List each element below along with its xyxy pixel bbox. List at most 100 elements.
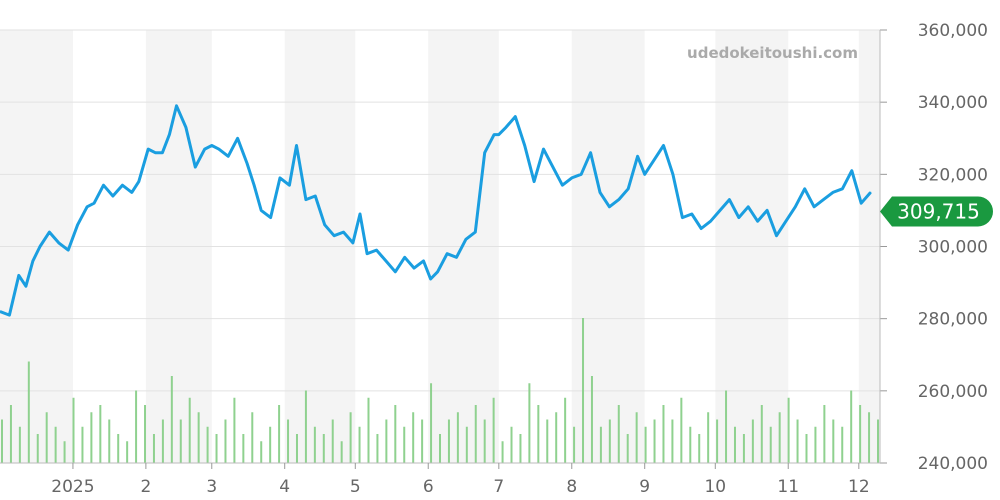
price-point (279, 177, 281, 179)
volume-bar (304, 390, 307, 463)
volume-bar (170, 376, 173, 463)
price-point (803, 187, 806, 190)
price-point (747, 206, 750, 208)
price-point (8, 314, 11, 316)
volume-bar (707, 412, 710, 463)
x-tick-label: 5 (350, 477, 361, 497)
price-point (599, 191, 601, 194)
price-point (422, 260, 425, 262)
price-point (690, 213, 693, 215)
volume-bar (474, 405, 477, 463)
price-point (813, 206, 815, 208)
volume-bar (322, 434, 325, 463)
price-point (719, 209, 721, 212)
volume-bar (510, 426, 513, 463)
volume-bar (644, 426, 647, 463)
volume-bar (626, 434, 629, 463)
volume-bar (215, 434, 218, 463)
price-point (295, 144, 298, 147)
volume-bar (787, 397, 790, 463)
x-tick-label: 8 (566, 477, 577, 497)
price-point (841, 187, 844, 190)
volume-bar (135, 390, 138, 463)
price-point (589, 151, 592, 154)
price-point (794, 206, 797, 208)
price-point (314, 195, 317, 197)
y-tick-label: 300,000 (918, 238, 988, 258)
volume-bar (242, 434, 245, 463)
price-point (465, 238, 467, 241)
volume-bar (689, 426, 692, 463)
volume-bar (590, 376, 593, 463)
price-point (542, 148, 545, 150)
volume-bar (680, 397, 683, 463)
price-point (161, 151, 164, 154)
volume-bar (564, 397, 567, 463)
volume-bar (108, 419, 111, 463)
price-point (342, 231, 345, 233)
price-point (67, 249, 70, 251)
price-point (514, 115, 517, 118)
volume-bar (188, 397, 191, 463)
price-point (227, 155, 230, 158)
price-point (403, 256, 406, 259)
volume-bar (582, 318, 585, 463)
volume-bar (394, 405, 397, 463)
volume-bar (385, 419, 388, 463)
price-point (168, 133, 171, 136)
price-point (860, 202, 862, 204)
price-point (474, 231, 477, 233)
price-point (498, 133, 500, 136)
price-point (385, 260, 387, 262)
y-tick-label: 360,000 (918, 21, 988, 41)
last-value-badge-shape (880, 196, 994, 227)
price-point (154, 151, 157, 154)
y-tick-label: 320,000 (918, 165, 988, 185)
volume-bar (206, 426, 209, 463)
price-point (608, 206, 611, 208)
price-point (58, 242, 60, 244)
price-point (305, 198, 307, 201)
volume-bar (430, 383, 433, 463)
y-tick-label: 240,000 (918, 454, 988, 474)
volume-bar (54, 426, 57, 463)
volume-bars (1, 318, 879, 463)
volume-bar (99, 405, 102, 463)
volume-bar (760, 405, 763, 463)
volume-bar (152, 434, 155, 463)
volume-bar (823, 405, 826, 463)
price-point (822, 198, 825, 201)
volume-bar (447, 419, 450, 463)
x-tick-label: 2025 (51, 477, 94, 497)
price-point (493, 133, 495, 136)
volume-bar (367, 397, 370, 463)
price-point (175, 104, 178, 107)
x-tick-label: 4 (279, 477, 290, 497)
price-point (653, 159, 655, 161)
y-tick-label: 340,000 (918, 93, 988, 113)
volume-bar (751, 419, 754, 463)
price-point (93, 202, 95, 204)
price-point (766, 209, 768, 212)
volume-bar (528, 383, 531, 463)
price-point (446, 252, 448, 255)
volume-bar (63, 441, 66, 463)
y-tick-label: 260,000 (918, 382, 988, 402)
price-point (138, 180, 140, 183)
y-axis: 360,000 340,000 320,000 300,000 280,000 260,0… (879, 21, 988, 474)
volume-bar (456, 412, 459, 463)
price-point (832, 191, 834, 194)
price-point (775, 234, 778, 237)
x-tick-label: 11 (777, 477, 799, 497)
price-point (505, 126, 507, 129)
volume-bar (537, 405, 540, 463)
volume-bar (519, 434, 522, 463)
x-tick-label: 7 (493, 477, 504, 497)
price-point (580, 173, 582, 176)
volume-bar (376, 434, 379, 463)
volume-bar (501, 441, 504, 463)
volume-bar (72, 397, 75, 463)
watermark: udedokeitoushi.com (687, 44, 858, 62)
volume-bar (331, 419, 334, 463)
price-point (147, 148, 150, 150)
